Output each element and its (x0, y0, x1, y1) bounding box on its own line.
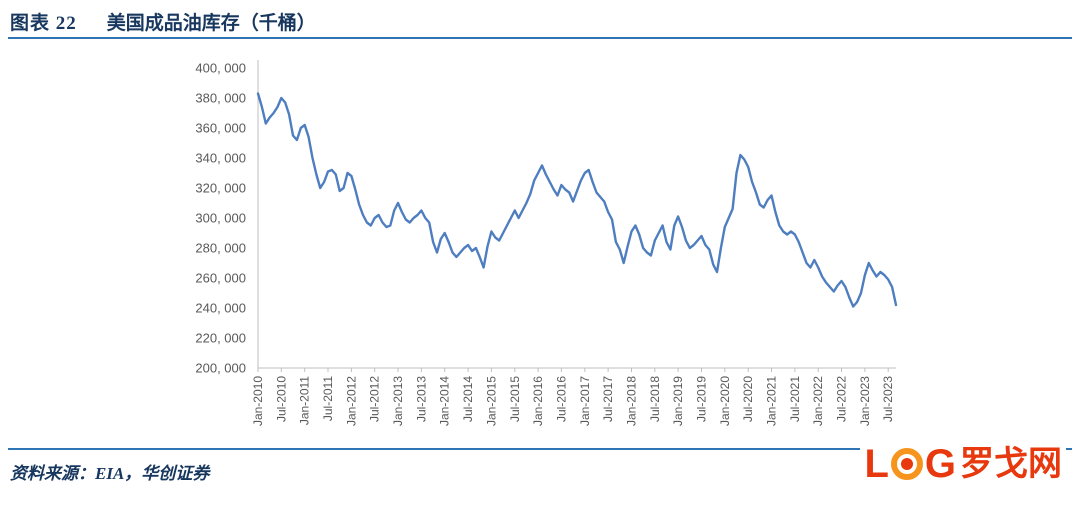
svg-text:260, 000: 260, 000 (195, 271, 246, 286)
figure-title-row: 图表 22 美国成品油库存（千桶） (10, 8, 1070, 35)
svg-text:220, 000: 220, 000 (195, 331, 246, 346)
top-divider-line (8, 37, 1072, 39)
logo-o-icon (890, 448, 923, 480)
svg-text:Jan-2013: Jan-2013 (391, 376, 405, 426)
svg-text:Jan-2022: Jan-2022 (811, 376, 825, 426)
svg-text:Jul-2010: Jul-2010 (274, 376, 288, 422)
figure-title: 美国成品油库存（千桶） (106, 13, 316, 34)
svg-text:Jul-2022: Jul-2022 (835, 376, 849, 422)
svg-text:Jan-2017: Jan-2017 (578, 376, 592, 426)
svg-text:Jan-2010: Jan-2010 (251, 376, 265, 426)
figure-header: 图表 22 美国成品油库存（千桶） (10, 8, 1070, 35)
svg-text:Jul-2013: Jul-2013 (414, 376, 428, 422)
svg-text:Jan-2012: Jan-2012 (344, 376, 358, 426)
svg-text:Jul-2014: Jul-2014 (461, 376, 475, 422)
svg-text:Jan-2011: Jan-2011 (298, 376, 312, 425)
bottom-divider-line (8, 448, 1072, 450)
svg-text:240, 000: 240, 000 (195, 301, 246, 316)
svg-text:Jul-2016: Jul-2016 (554, 376, 568, 422)
svg-text:Jul-2021: Jul-2021 (788, 376, 802, 422)
logo-letter-l: L (864, 442, 889, 486)
svg-text:Jul-2023: Jul-2023 (881, 376, 895, 422)
svg-text:280, 000: 280, 000 (195, 241, 246, 256)
source-note: 资料来源：EIA，华创证券 (10, 464, 210, 483)
svg-text:300, 000: 300, 000 (195, 211, 246, 226)
svg-text:Jul-2019: Jul-2019 (695, 376, 709, 422)
svg-text:Jul-2012: Jul-2012 (368, 376, 382, 422)
svg-text:Jan-2014: Jan-2014 (438, 376, 452, 426)
svg-text:Jul-2020: Jul-2020 (741, 376, 755, 422)
svg-text:400, 000: 400, 000 (195, 61, 246, 76)
svg-text:Jan-2023: Jan-2023 (858, 376, 872, 426)
logo-cn-text: 罗戈网 (960, 445, 1062, 483)
svg-text:Jan-2020: Jan-2020 (718, 376, 732, 426)
logo-letter-g: G (924, 442, 956, 486)
svg-text:Jan-2016: Jan-2016 (531, 376, 545, 426)
svg-text:Jan-2021: Jan-2021 (765, 376, 779, 426)
inventory-line-chart: 200, 000 220, 000 240, 000 260, 000 280, 000… (168, 50, 918, 450)
chart-canvas: 200, 000 220, 000 240, 000 260, 000 280, 000… (195, 60, 898, 426)
svg-text:Jan-2018: Jan-2018 (625, 376, 639, 426)
svg-text:200, 000: 200, 000 (195, 361, 246, 376)
svg-text:Jul-2015: Jul-2015 (508, 376, 522, 422)
svg-text:Jan-2019: Jan-2019 (671, 376, 685, 426)
svg-text:360, 000: 360, 000 (195, 121, 246, 136)
svg-text:320, 000: 320, 000 (195, 181, 246, 196)
svg-text:Jul-2011: Jul-2011 (321, 376, 335, 421)
logo-luogowang: L G 罗戈网 (860, 442, 1066, 486)
svg-text:380, 000: 380, 000 (195, 91, 246, 106)
svg-text:Jul-2017: Jul-2017 (601, 376, 615, 422)
figure-label: 图表 22 (10, 13, 77, 34)
svg-text:Jan-2015: Jan-2015 (484, 376, 498, 426)
svg-text:340, 000: 340, 000 (195, 151, 246, 166)
svg-text:Jul-2018: Jul-2018 (648, 376, 662, 422)
